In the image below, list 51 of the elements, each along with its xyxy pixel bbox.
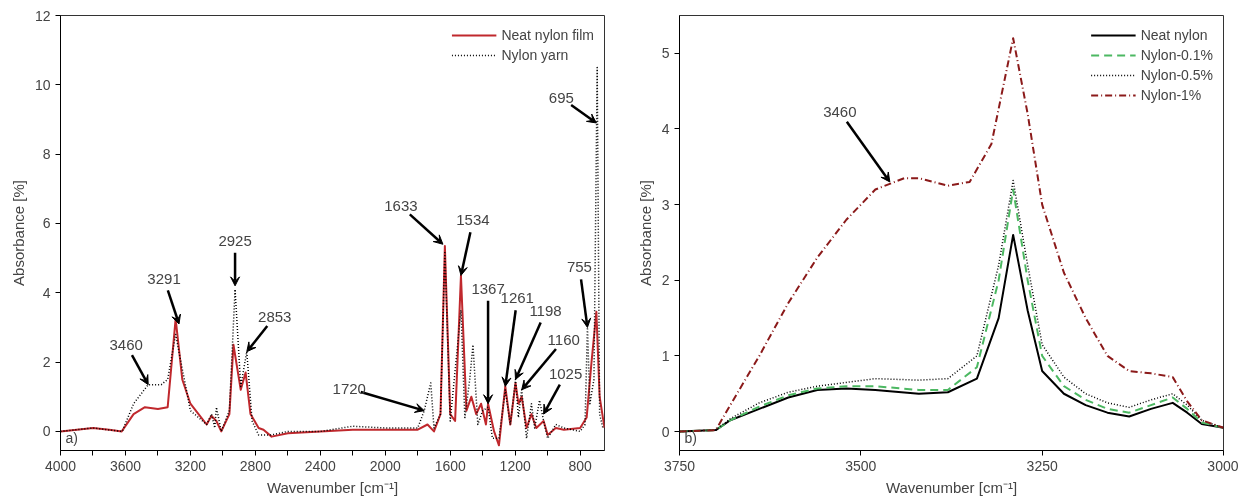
x-tick-label: 2800	[239, 457, 272, 474]
annotation: 1198	[529, 302, 562, 320]
annotation: 2853	[258, 307, 292, 325]
y-tick-label: 0	[42, 423, 51, 440]
y-axis-title: Absorbance [%]	[9, 180, 27, 286]
legend-label: Nylon yarn	[501, 47, 569, 63]
x-axis-title: Wavenumber [cm⁻¹]	[266, 478, 399, 496]
annotation: 1633	[384, 197, 418, 215]
y-tick-label: 4	[661, 120, 670, 137]
x-tick-label: 3600	[109, 457, 142, 474]
legend-label: Nylon-1%	[1140, 87, 1202, 103]
legend-label: Nylon-0.1%	[1140, 47, 1213, 63]
y-tick-label: 10	[34, 76, 51, 93]
y-tick-label: 4	[42, 284, 51, 301]
x-tick-label: 1600	[434, 457, 467, 474]
legend-label: Neat nylon	[1140, 27, 1208, 43]
annotation: 1025	[548, 365, 583, 383]
x-tick-label: 3000	[1207, 457, 1238, 474]
annotation: 755	[566, 258, 592, 276]
y-tick-label: 3	[661, 196, 670, 213]
y-tick-label: 0	[661, 423, 670, 440]
legend-label: Nylon-0.5%	[1140, 67, 1213, 83]
y-tick-label: 6	[42, 215, 51, 232]
y-tick-label: 2	[42, 354, 51, 371]
annotation: 3460	[823, 102, 857, 120]
y-axis-title: Absorbance [%]	[636, 180, 654, 286]
x-tick-label: 1200	[499, 457, 531, 474]
x-tick-label: 3500	[845, 457, 877, 474]
annotation: 695	[548, 88, 574, 106]
y-tick-label: 12	[34, 7, 51, 24]
x-tick-label: 2000	[369, 457, 402, 474]
y-tick-label: 1	[661, 347, 670, 364]
annotation: a)	[65, 429, 78, 446]
x-tick-label: 800	[568, 457, 593, 474]
x-tick-label: 4000	[44, 457, 77, 474]
x-tick-label: 2400	[304, 457, 337, 474]
annotation: 1534	[456, 211, 490, 229]
annotation: 1720	[332, 379, 366, 397]
annotation: 2925	[218, 231, 252, 249]
x-tick-label: 3200	[174, 457, 207, 474]
x-axis-title: Wavenumber [cm⁻¹]	[885, 478, 1018, 496]
annotation: 3291	[147, 269, 181, 287]
annotation: 1160	[547, 330, 580, 348]
annotation: b)	[684, 429, 697, 446]
x-tick-label: 3250	[1026, 457, 1058, 474]
x-tick-label: 3750	[663, 457, 696, 474]
y-tick-label: 8	[42, 146, 51, 163]
legend-label: Neat nylon film	[501, 27, 594, 43]
y-tick-label: 5	[661, 45, 670, 62]
annotation: 3460	[109, 335, 143, 353]
y-tick-label: 2	[661, 272, 670, 289]
